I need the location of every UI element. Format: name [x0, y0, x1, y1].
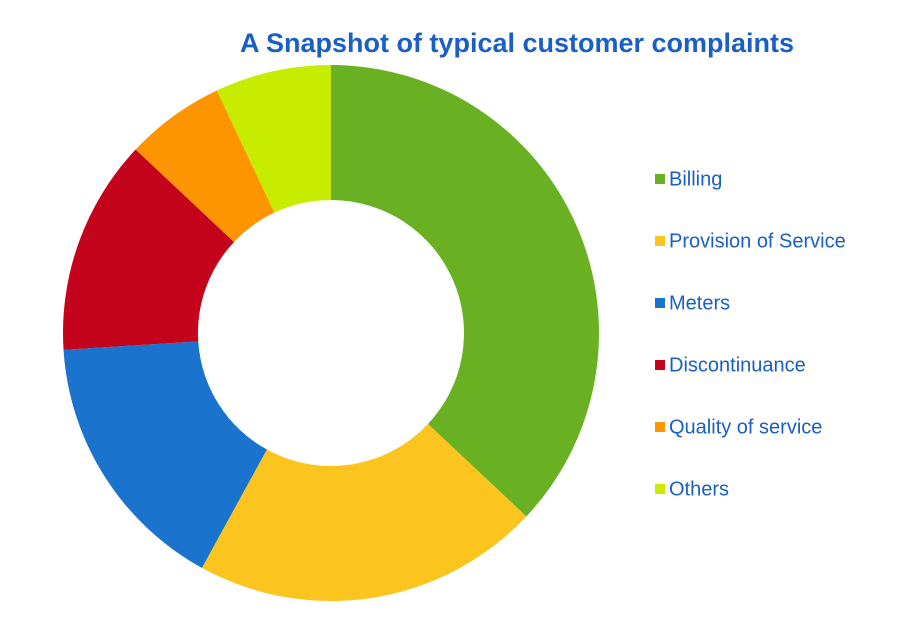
donut-slice — [201, 424, 527, 601]
donut-slice — [216, 65, 331, 213]
legend-label: Others — [669, 478, 729, 500]
legend-swatch — [655, 484, 665, 494]
legend-swatch — [655, 422, 665, 432]
legend-swatch — [655, 360, 665, 370]
donut-slice — [135, 90, 275, 242]
legend-label: Quality of service — [669, 416, 822, 438]
donut-slice — [331, 65, 599, 517]
chart-title: A Snapshot of typical customer complaint… — [240, 28, 794, 58]
legend-label: Discontinuance — [669, 354, 806, 376]
donut-slice — [63, 341, 267, 568]
legend-label: Meters — [669, 292, 730, 314]
legend-label: Provision of Service — [669, 230, 846, 252]
legend-swatch — [655, 174, 665, 184]
legend-swatch — [655, 298, 665, 308]
legend-swatch — [655, 236, 665, 246]
legend-label: Billing — [669, 168, 722, 190]
donut-slice — [63, 149, 235, 350]
